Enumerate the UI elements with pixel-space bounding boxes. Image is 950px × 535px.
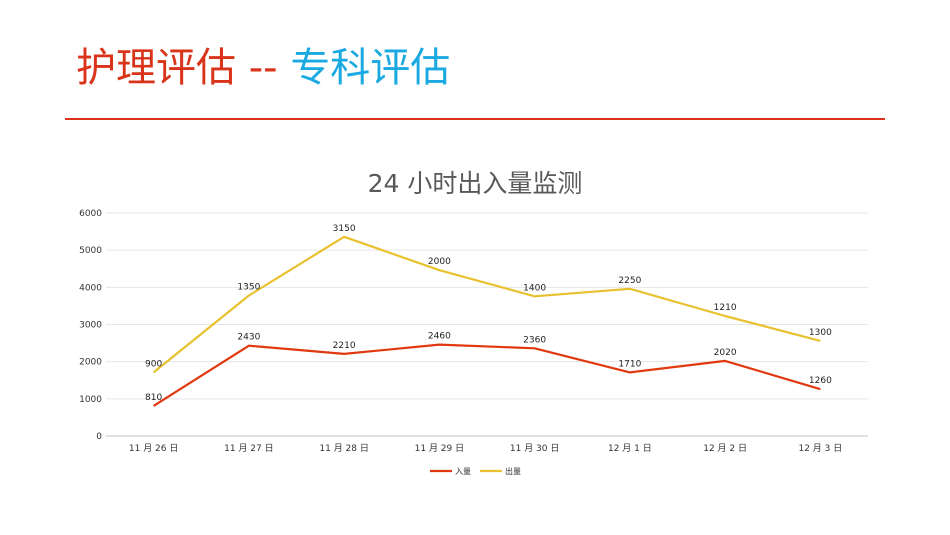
data-label: 2020 [714,348,737,358]
data-label: 1260 [809,376,832,386]
title-sub: 专科评估 [290,45,451,91]
data-label: 1710 [618,359,641,369]
y-axis: 0 1000 2000 3000 4000 5000 6000 [79,209,868,442]
x-tick-label: 12 月 3 日 [798,443,842,454]
legend-label: 出量 [505,466,521,476]
data-label: 2000 [428,257,451,267]
x-tick-label: 11 月 29 日 [415,443,465,454]
x-tick-label: 11 月 26 日 [129,443,179,454]
data-label: 1300 [809,328,832,338]
y-tick-label: 6000 [79,209,102,219]
series-line-1 [153,343,821,407]
data-labels: 810 2430 2210 2460 2360 1710 2020 1260 900 1350 31… [145,224,832,403]
chart-title: 24 小时出入量监测 [368,169,583,198]
x-tick-label: 11 月 30 日 [510,443,560,454]
data-label: 2210 [333,341,356,351]
y-tick-label: 3000 [79,321,102,331]
title-divider [65,118,885,120]
data-label: 2250 [618,276,641,286]
legend: 入量 出量 [430,466,521,476]
x-tick-label: 12 月 1 日 [608,443,652,454]
legend-label: 入量 [455,467,471,476]
data-label: 1350 [237,283,260,293]
data-label: 3150 [333,224,356,234]
data-label: 1210 [714,303,737,313]
title-separator: -- [248,45,278,91]
data-label: 2430 [237,333,260,343]
data-label: 810 [145,393,162,403]
data-label: 1400 [523,283,546,293]
y-tick-label: 2000 [79,358,102,368]
x-tick-label: 12 月 2 日 [703,443,747,454]
slide-title: 护理评估 -- 专科评估 [76,40,450,96]
series-line-2 [152,235,821,374]
data-label: 2460 [428,332,451,342]
y-tick-label: 0 [96,432,102,442]
y-tick-label: 5000 [79,246,102,256]
series-lines [152,235,821,407]
x-axis: 11 月 26 日 11 月 27 日 11 月 28 日 11 月 29 日 11 月… [129,443,842,454]
y-tick-label: 4000 [79,283,102,293]
gridlines [106,212,868,400]
title-main: 护理评估 [76,45,236,91]
data-label: 900 [145,359,162,369]
data-label: 2360 [523,335,546,345]
x-tick-label: 11 月 28 日 [319,443,369,454]
y-tick-label: 1000 [79,395,102,405]
x-tick-label: 11 月 27 日 [224,443,274,454]
